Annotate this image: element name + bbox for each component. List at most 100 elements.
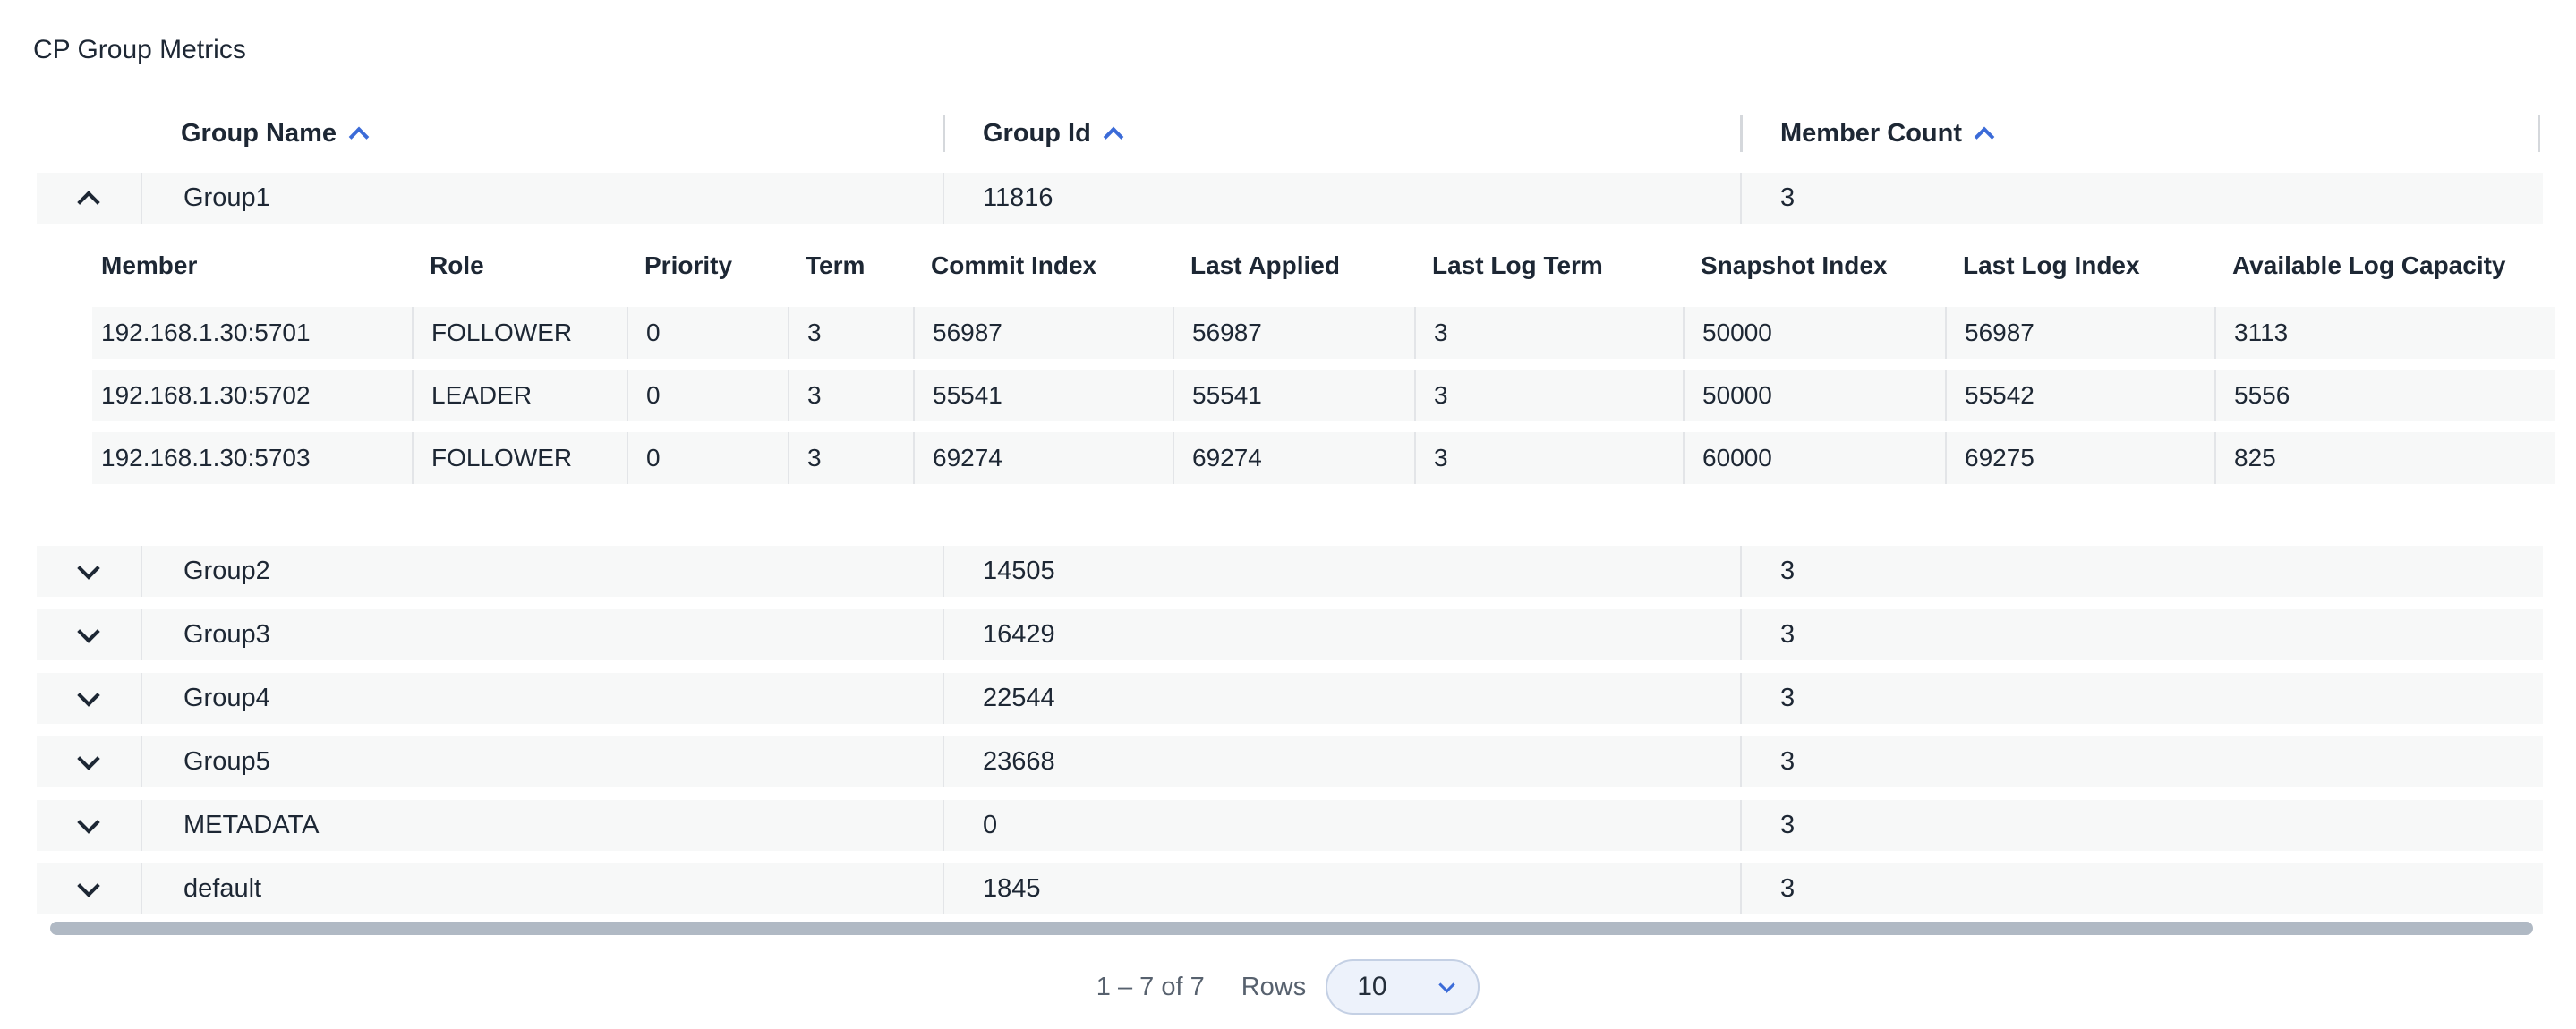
group-name: Group4	[183, 684, 270, 712]
page-title: CP Group Metrics	[33, 35, 246, 64]
rows-per-page-value: 10	[1357, 972, 1387, 1001]
pagination-range: 1 – 7 of 7	[1096, 972, 1205, 1001]
member-cell: 0	[627, 370, 788, 421]
group-member-count-cell: 3	[1740, 736, 2543, 787]
group-member-count: 3	[1780, 747, 1796, 776]
member-cell: 60000	[1683, 432, 1945, 484]
expand-chevron-icon[interactable]	[77, 810, 100, 834]
member-cell: 55541	[913, 370, 1173, 421]
group-member-count: 3	[1780, 684, 1796, 712]
expander-cell	[37, 800, 141, 851]
member-cell: 3	[1414, 307, 1683, 359]
group-id-cell: 16429	[943, 609, 1740, 660]
members-column-header: Snapshot Index	[1701, 251, 1888, 279]
column-header-label: Group Id	[983, 118, 1091, 148]
sort-ascending-icon	[1103, 126, 1124, 148]
column-header-member-count[interactable]: Member Count	[1740, 103, 2540, 164]
member-cell: 50000	[1683, 307, 1945, 359]
group-name: Group2	[183, 557, 270, 585]
group-name-cell: Group1	[141, 173, 943, 224]
expander-cell	[37, 546, 141, 597]
table-body: Group1 11816 3 Member Role Priority Term Com…	[0, 173, 2576, 914]
collapse-chevron-icon[interactable]	[77, 190, 100, 214]
rows-per-page-label: Rows	[1241, 972, 1307, 1001]
group-member-count-cell: 3	[1740, 609, 2543, 660]
group-name-cell: METADATA	[141, 800, 943, 851]
members-column-header: Member	[101, 251, 198, 279]
group-row[interactable]: Group3 16429 3	[37, 609, 2543, 660]
member-cell: 0	[627, 307, 788, 359]
group-id: 11816	[983, 183, 1053, 212]
member-cell: 56987	[1945, 307, 2214, 359]
group-member-count-cell: 3	[1740, 546, 2543, 597]
expander-cell	[37, 736, 141, 787]
member-cell: 3	[788, 370, 913, 421]
expand-chevron-icon[interactable]	[77, 683, 100, 707]
group-name: METADATA	[183, 811, 320, 839]
member-cell: 192.168.1.30:5701	[101, 319, 311, 346]
sort-ascending-icon	[348, 126, 370, 148]
group-member-count-cell: 3	[1740, 863, 2543, 914]
column-header-label: Member Count	[1780, 118, 1962, 148]
column-header-group-id[interactable]: Group Id	[943, 103, 1740, 164]
group-member-count-cell: 3	[1740, 173, 2543, 224]
group-id: 0	[983, 811, 998, 839]
members-column-header: Last Log Term	[1432, 251, 1603, 279]
group-id-cell: 11816	[943, 173, 1740, 224]
members-column-header: Available Log Capacity	[2232, 251, 2506, 279]
group-id-cell: 22544	[943, 673, 1740, 724]
expander-cell	[37, 673, 141, 724]
member-cell: 3113	[2214, 307, 2555, 359]
group-row[interactable]: Group2 14505 3	[37, 546, 2543, 597]
group-row[interactable]: Group5 23668 3	[37, 736, 2543, 787]
member-row: 192.168.1.30:5703 FOLLOWER 0 3 69274 69274 3 60…	[92, 432, 2555, 484]
group-row[interactable]: METADATA 0 3	[37, 800, 2543, 851]
member-cell: 192.168.1.30:5702	[101, 381, 311, 409]
expand-chevron-icon[interactable]	[77, 746, 100, 770]
member-cell: 3	[788, 307, 913, 359]
group-name: Group1	[183, 183, 270, 212]
column-header-group-name[interactable]: Group Name	[141, 103, 943, 164]
horizontal-scrollbar-thumb[interactable]	[50, 922, 2533, 935]
group-id-cell: 23668	[943, 736, 1740, 787]
member-cell: LEADER	[412, 370, 627, 421]
group-id: 14505	[983, 557, 1055, 585]
group-name: Group3	[183, 620, 270, 649]
rows-per-page-select[interactable]: 10	[1326, 959, 1480, 1015]
members-column-header: Commit Index	[931, 251, 1097, 279]
group-row[interactable]: Group1 11816 3	[37, 173, 2543, 224]
member-row: 192.168.1.30:5701 FOLLOWER 0 3 56987 56987 3 50…	[92, 307, 2555, 359]
table-header-row: Group Name Group Id Member Count	[0, 103, 2540, 164]
column-header-label: Group Name	[181, 118, 337, 148]
group-name: default	[183, 874, 262, 903]
expander-cell	[37, 609, 141, 660]
members-column-header: Term	[806, 251, 866, 279]
member-row: 192.168.1.30:5702 LEADER 0 3 55541 55541 3 5000…	[92, 370, 2555, 421]
group-name-cell: Group2	[141, 546, 943, 597]
group-id-cell: 0	[943, 800, 1740, 851]
expand-chevron-icon[interactable]	[77, 619, 100, 643]
group-member-count: 3	[1780, 557, 1796, 585]
member-cell: 3	[1414, 432, 1683, 484]
group-row[interactable]: default 1845 3	[37, 863, 2543, 914]
group-id: 22544	[983, 684, 1055, 712]
group-member-count: 3	[1780, 811, 1796, 839]
group-name-cell: default	[141, 863, 943, 914]
member-cell: 3	[788, 432, 913, 484]
group-id-cell: 14505	[943, 546, 1740, 597]
pagination-bar: 1 – 7 of 7 Rows 10	[0, 959, 2576, 1015]
expand-chevron-icon[interactable]	[77, 873, 100, 897]
member-cell: 3	[1414, 370, 1683, 421]
group-row[interactable]: Group4 22544 3	[37, 673, 2543, 724]
group-name-cell: Group5	[141, 736, 943, 787]
member-cell: 56987	[913, 307, 1173, 359]
member-cell: FOLLOWER	[412, 307, 627, 359]
group-name-cell: Group3	[141, 609, 943, 660]
members-column-header: Last Log Index	[1963, 251, 2140, 279]
expand-chevron-icon[interactable]	[77, 556, 100, 580]
group-member-count: 3	[1780, 183, 1796, 212]
member-cell: 5556	[2214, 370, 2555, 421]
member-cell: 55542	[1945, 370, 2214, 421]
group-id-cell: 1845	[943, 863, 1740, 914]
group-name-cell: Group4	[141, 673, 943, 724]
